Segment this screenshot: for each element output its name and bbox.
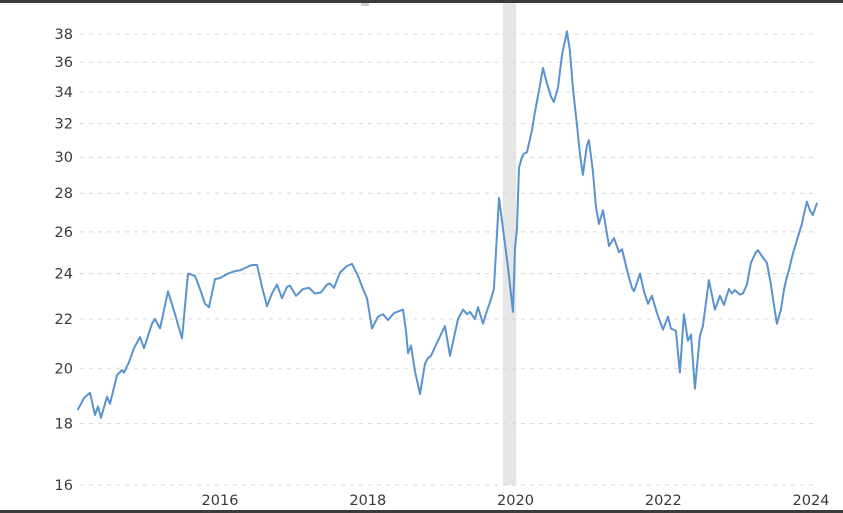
y-tick-label: 28 [55,186,73,202]
y-tick-label: 18 [55,417,73,433]
y-tick-label: 24 [55,267,73,283]
y-tick-label: 16 [55,478,73,494]
y-tick-label: 36 [55,55,73,71]
y-tick-label: 20 [55,362,73,378]
x-tick-label: 2024 [793,493,830,509]
x-tick-label: 2016 [202,493,239,509]
bottom-border [0,510,843,513]
x-tick-label: 2020 [497,493,534,509]
y-tick-label: 22 [55,312,73,328]
top-border [0,0,843,3]
x-tick-label: 2022 [645,493,682,509]
recession-band [502,2,517,485]
cropped-title-remnant [361,3,369,6]
y-tick-label: 32 [55,117,73,133]
y-tick-label: 38 [55,27,73,43]
y-tick-label: 26 [55,225,73,241]
x-tick-label: 2018 [349,493,386,509]
series-line[interactable] [77,30,818,419]
y-tick-label: 30 [55,150,73,166]
y-tick-label: 34 [55,85,73,101]
